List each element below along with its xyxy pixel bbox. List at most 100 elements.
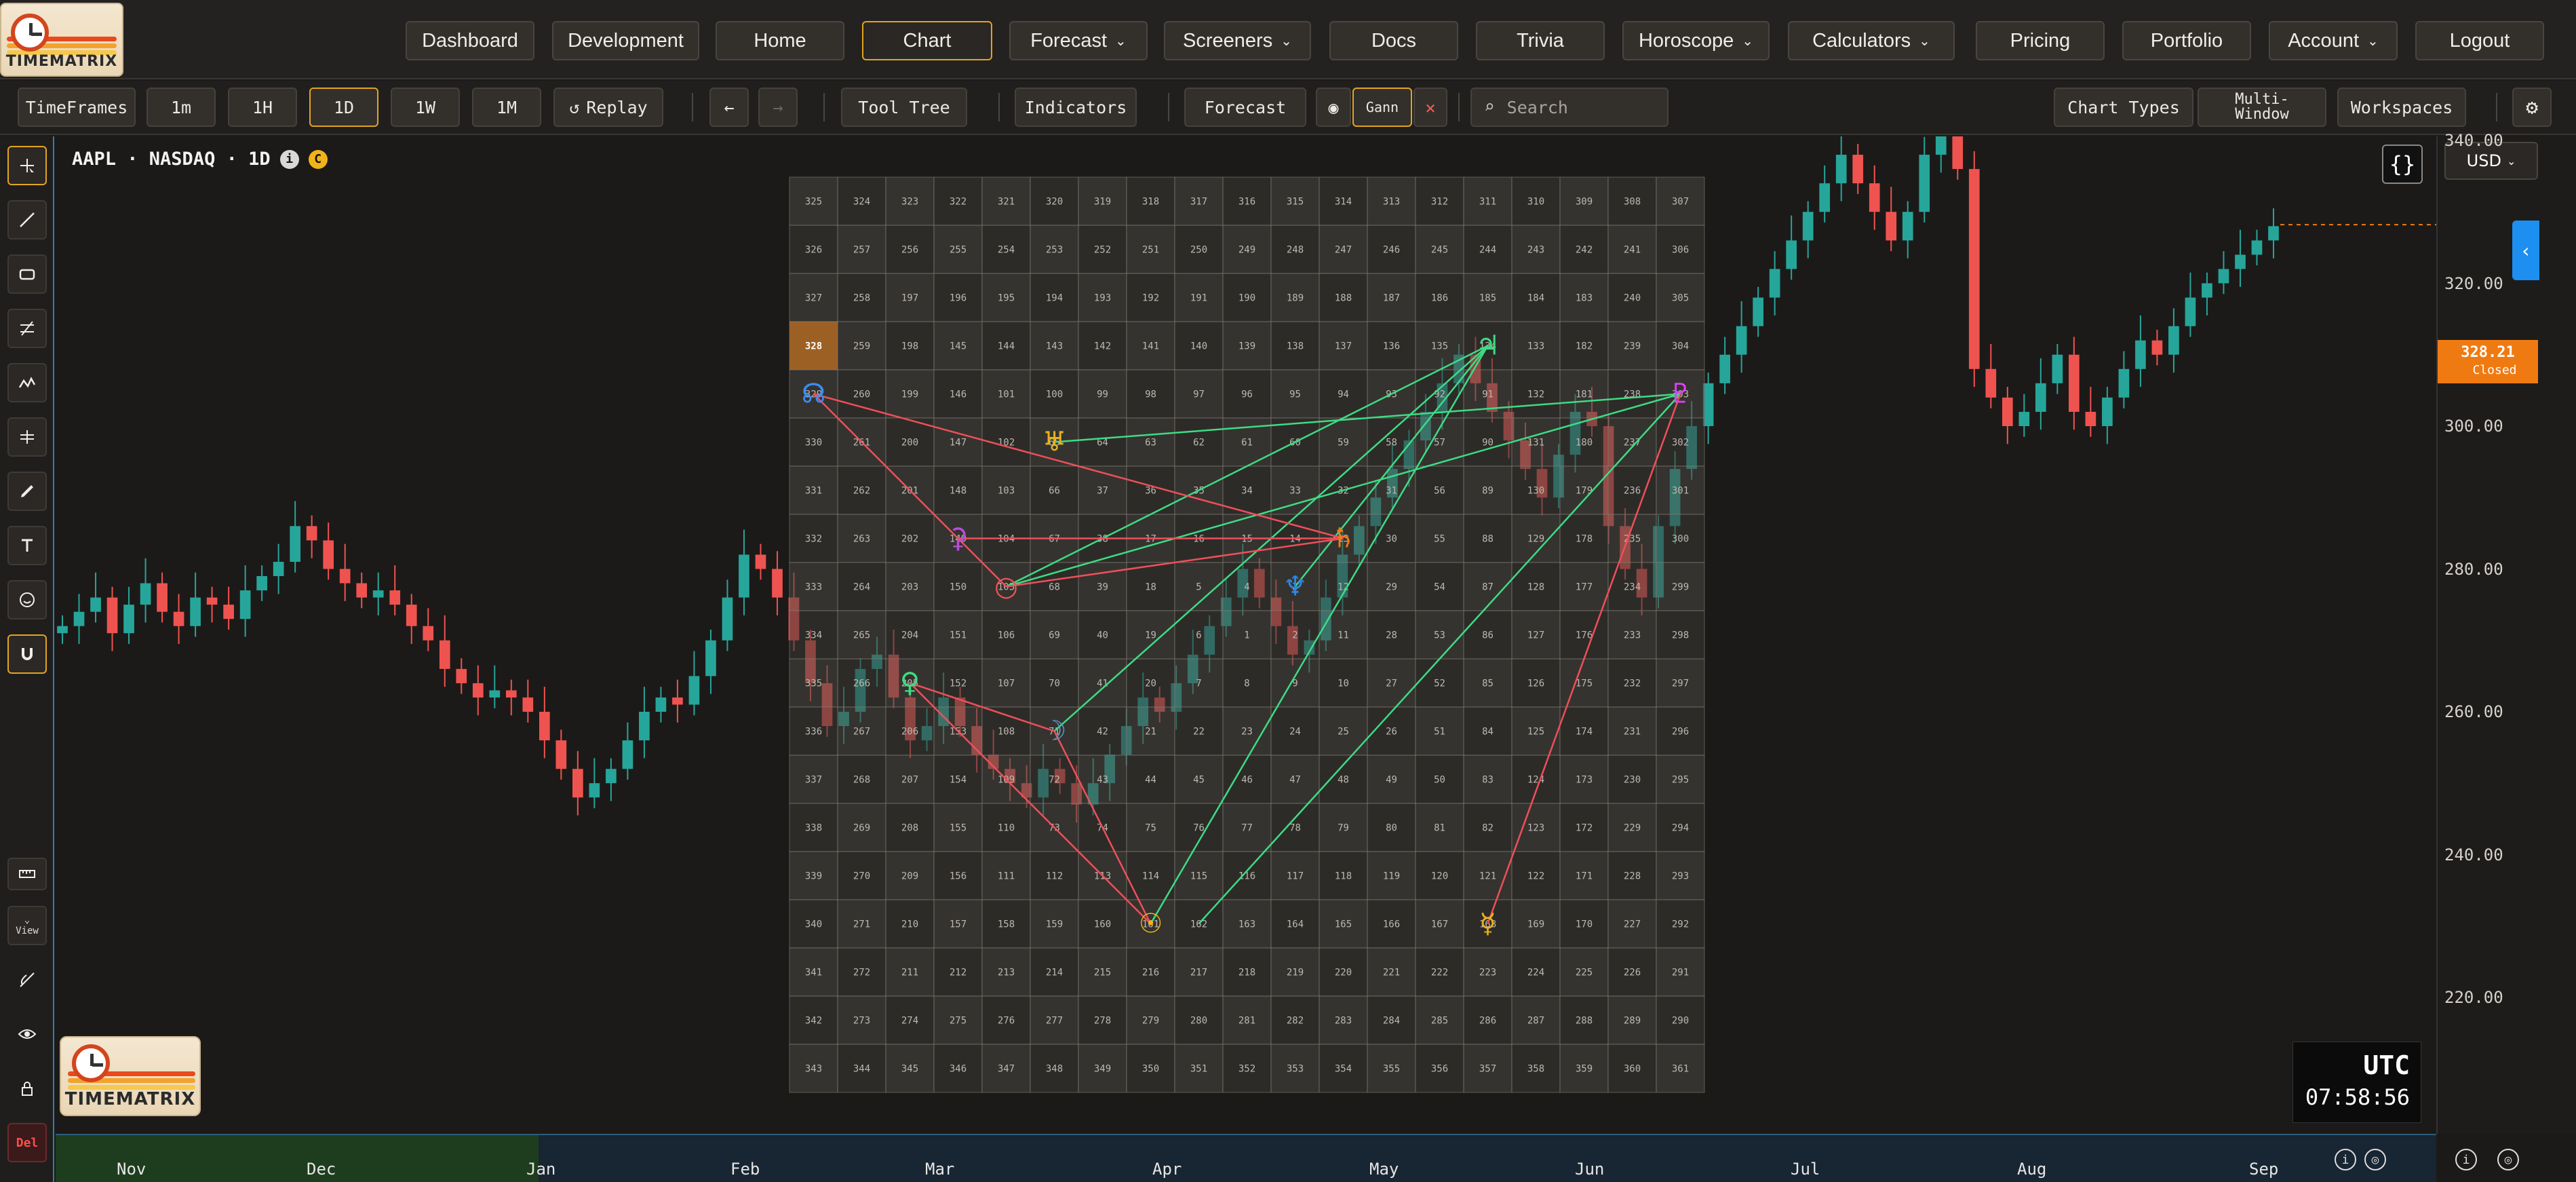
gann-cell[interactable] [1607, 803, 1657, 852]
chart-canvas[interactable]: 325 324 323 322 321 320 319 318 317 316 315 314 313 3… [56, 136, 2436, 1134]
gann-cell[interactable] [1511, 514, 1561, 563]
gann-cell[interactable] [1511, 1044, 1561, 1093]
venus-icon[interactable]: ♀ [900, 668, 920, 699]
gann-cell[interactable] [789, 947, 838, 997]
gann-cell[interactable] [1607, 658, 1657, 708]
gann-cell[interactable] [933, 803, 983, 852]
gann-cell[interactable] [1511, 176, 1561, 226]
gann-cell[interactable] [837, 995, 886, 1045]
delete-drawings-button[interactable]: Del [7, 1123, 47, 1162]
gann-cell[interactable] [1222, 321, 1272, 370]
timeframe-1w[interactable]: 1W [391, 88, 460, 127]
search-box[interactable]: ⌕ [1470, 88, 1668, 127]
lock-button[interactable] [7, 1069, 47, 1108]
gann-cell[interactable] [933, 369, 983, 419]
ceres-icon[interactable]: ⚳ [948, 523, 968, 554]
gann-cell[interactable] [837, 706, 886, 756]
gann-cell[interactable] [1607, 1044, 1657, 1093]
gann-cell[interactable] [1511, 803, 1561, 852]
gann-cell[interactable] [1222, 610, 1272, 660]
gann-cell[interactable] [1415, 803, 1464, 852]
gann-cell[interactable] [885, 562, 935, 611]
tool-tree-button[interactable]: Tool Tree [841, 88, 967, 127]
gann-cell[interactable] [933, 851, 983, 900]
gann-cell[interactable] [1415, 610, 1464, 660]
gann-cell[interactable] [1511, 658, 1561, 708]
gann-cell[interactable] [1559, 321, 1609, 370]
gann-cell[interactable] [1463, 176, 1513, 226]
gann-cell[interactable] [837, 610, 886, 660]
gann-cell[interactable] [789, 995, 838, 1045]
gann-cell[interactable] [933, 899, 983, 949]
gann-cell[interactable] [1463, 273, 1513, 322]
gann-cell[interactable] [1559, 369, 1609, 419]
gann-cell[interactable] [1607, 465, 1657, 515]
nav-portfolio[interactable]: Portfolio [2122, 21, 2251, 60]
gann-cell[interactable] [789, 755, 838, 804]
gann-cell[interactable] [789, 562, 838, 611]
brand-logo[interactable]: TIMEMATRIX [0, 3, 123, 77]
gann-cell[interactable] [1078, 658, 1127, 708]
gann-cell[interactable] [1270, 465, 1320, 515]
gann-cell[interactable] [885, 1044, 935, 1093]
hide-drawings-button[interactable] [7, 960, 47, 999]
gann-cell[interactable] [1367, 706, 1416, 756]
gann-cell[interactable] [1270, 899, 1320, 949]
jupiter-icon[interactable]: ♃ [1476, 330, 1500, 362]
gann-cell[interactable] [1270, 610, 1320, 660]
gann-cell[interactable] [837, 658, 886, 708]
gann-cell[interactable] [1319, 755, 1368, 804]
gann-cell[interactable] [1415, 851, 1464, 900]
gann-cell[interactable] [1126, 369, 1175, 419]
gann-cell[interactable] [1607, 610, 1657, 660]
gann-cell[interactable] [1415, 225, 1464, 274]
gann-cell[interactable] [1367, 851, 1416, 900]
gann-cell[interactable] [933, 465, 983, 515]
gann-cell[interactable] [1319, 225, 1368, 274]
gann-cell[interactable] [1126, 225, 1175, 274]
gann-cell[interactable] [1463, 995, 1513, 1045]
nav-account[interactable]: Account ⌄ [2269, 21, 2398, 60]
info-icon[interactable]: i [2455, 1149, 2477, 1170]
gann-cell[interactable] [1656, 803, 1705, 852]
gann-cell[interactable] [1078, 803, 1127, 852]
gann-cell[interactable] [1126, 610, 1175, 660]
gann-cell[interactable] [1078, 176, 1127, 226]
gann-cell[interactable] [1656, 706, 1705, 756]
gann-cell[interactable] [789, 610, 838, 660]
gann-cell[interactable] [837, 225, 886, 274]
gann-cell[interactable] [1607, 369, 1657, 419]
gann-cell[interactable] [933, 995, 983, 1045]
gann-cell[interactable] [1174, 755, 1224, 804]
gann-cell[interactable] [1126, 803, 1175, 852]
gann-cell[interactable] [789, 465, 838, 515]
gann-cell[interactable] [1559, 851, 1609, 900]
gann-cell[interactable] [981, 465, 1031, 515]
gann-cell[interactable] [1656, 514, 1705, 563]
rectangle-tool[interactable] [7, 254, 47, 294]
gann-cell[interactable] [1030, 851, 1079, 900]
gann-cell[interactable] [981, 947, 1031, 997]
gann-cell[interactable] [1222, 755, 1272, 804]
gann-cell[interactable] [1367, 225, 1416, 274]
emoji-tool[interactable] [7, 580, 47, 619]
gann-cell[interactable] [981, 1044, 1031, 1093]
settings-circle-icon[interactable]: ◎ [2497, 1149, 2519, 1170]
gann-cell[interactable] [981, 899, 1031, 949]
gann-cell[interactable] [1511, 851, 1561, 900]
gann-cell[interactable] [789, 899, 838, 949]
timeframe-1mo[interactable]: 1M [472, 88, 541, 127]
gann-cell[interactable] [1656, 562, 1705, 611]
workspaces-button[interactable]: Workspaces [2337, 88, 2466, 127]
gann-cell[interactable] [1126, 321, 1175, 370]
gann-cell[interactable] [1656, 465, 1705, 515]
gann-cell[interactable] [885, 273, 935, 322]
gann-cell[interactable] [1174, 417, 1224, 467]
timeframe-1m[interactable]: 1m [147, 88, 216, 127]
settings-button[interactable]: ⚙ [2512, 88, 2552, 127]
gann-cell[interactable] [1463, 755, 1513, 804]
gann-cell[interactable] [789, 658, 838, 708]
gann-cell[interactable] [837, 176, 886, 226]
gann-cell[interactable] [1078, 321, 1127, 370]
gann-cell[interactable] [789, 514, 838, 563]
